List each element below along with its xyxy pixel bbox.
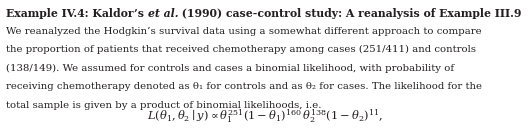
Text: We reanalyzed the Hodgkin’s survival data using a somewhat different approach to: We reanalyzed the Hodgkin’s survival dat…: [6, 27, 481, 36]
Text: (1990) case-control study: A reanalysis of Example III.9: (1990) case-control study: A reanalysis …: [178, 8, 522, 18]
Text: the proportion of patients that received chemotherapy among cases (251/411) and : the proportion of patients that received…: [6, 45, 476, 54]
Text: Example IV.4: Kaldor’s: Example IV.4: Kaldor’s: [6, 8, 147, 18]
Text: (138/149). We assumed for controls and cases a binomial likelihood, with probabi: (138/149). We assumed for controls and c…: [6, 64, 454, 73]
Text: receiving chemotherapy denoted as θ₁ for controls and as θ₂ for cases. The likel: receiving chemotherapy denoted as θ₁ for…: [6, 82, 482, 91]
Text: et al.: et al.: [147, 8, 178, 18]
Text: $L(\theta_1, \theta_2 \mid y) \propto \theta_1^{251} (1 - \theta_1)^{160}\, \the: $L(\theta_1, \theta_2 \mid y) \propto \t…: [147, 107, 383, 125]
Text: total sample is given by a product of binomial likelihoods, i.e.: total sample is given by a product of bi…: [6, 101, 321, 110]
